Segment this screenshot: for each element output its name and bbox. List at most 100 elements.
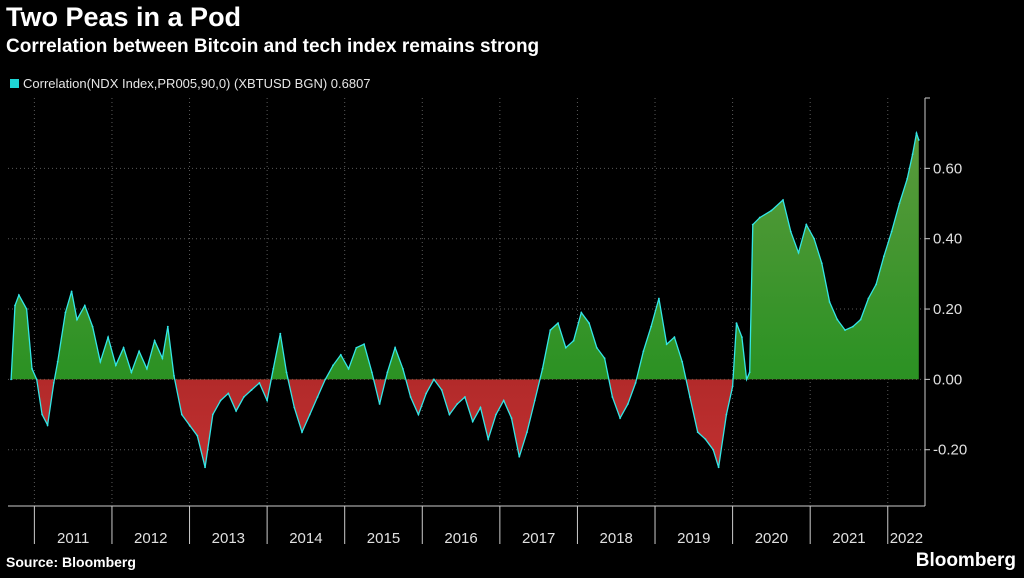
page-subtitle: Correlation between Bitcoin and tech ind… [6, 36, 540, 57]
data-point [433, 378, 435, 381]
data-point [867, 297, 870, 300]
data-point [401, 367, 404, 370]
data-point [717, 466, 720, 469]
data-point [180, 413, 183, 416]
data-point [557, 322, 559, 325]
y-tick-label: 0.60 [933, 160, 962, 177]
data-point [70, 290, 73, 293]
data-point [52, 381, 55, 384]
x-tick-label: 2011 [57, 530, 89, 547]
data-point [820, 262, 823, 265]
data-point [272, 367, 275, 370]
data-point [712, 448, 715, 451]
data-point [603, 357, 606, 360]
data-point [487, 438, 490, 441]
data-point [293, 406, 296, 409]
data-point [673, 336, 676, 339]
data-point [665, 343, 668, 346]
y-tick-label: 0.20 [933, 301, 962, 318]
data-point [378, 403, 381, 405]
data-point [145, 367, 148, 370]
y-tick-label: 0.00 [933, 371, 962, 388]
data-point [859, 318, 862, 321]
data-point [549, 329, 552, 332]
data-point [572, 339, 575, 342]
data-point [409, 396, 412, 398]
data-point [211, 413, 214, 416]
data-point [696, 431, 699, 434]
data-point [355, 346, 358, 349]
legend: Correlation(NDX Index,PR005,90,0) (XBTUS… [10, 76, 371, 91]
data-point [626, 403, 629, 405]
data-point [745, 378, 748, 381]
x-tick-label: 2019 [677, 530, 710, 547]
data-point [347, 367, 350, 370]
source-note: Source: Bloomberg [6, 554, 136, 570]
data-point [31, 367, 33, 370]
x-tick-label: 2012 [134, 530, 167, 547]
legend-swatch [10, 79, 19, 88]
data-point [196, 434, 199, 437]
data-point [541, 367, 544, 370]
y-tick-label: 0.40 [933, 231, 962, 248]
series-line [10, 130, 920, 468]
data-point [153, 339, 156, 342]
page-title: Two Peas in a Pod [6, 2, 242, 32]
data-point [681, 360, 684, 363]
data-point [689, 396, 691, 398]
data-point [394, 346, 397, 349]
data-point [911, 153, 914, 156]
data-point [741, 336, 743, 339]
data-point [890, 230, 893, 233]
data-point [46, 424, 49, 427]
data-point [805, 223, 808, 226]
data-point [235, 410, 237, 412]
data-point [188, 424, 191, 427]
data-point [588, 322, 590, 325]
data-point [448, 413, 451, 416]
data-point [595, 346, 598, 349]
data-point [10, 378, 13, 381]
data-point [301, 431, 303, 434]
data-point [836, 318, 839, 321]
data-point [279, 332, 282, 335]
negative-area [11, 379, 747, 468]
data-point [619, 417, 622, 419]
data-point [17, 294, 20, 296]
data-point [138, 350, 141, 353]
data-point [471, 420, 474, 423]
data-point [285, 371, 288, 374]
data-point [479, 406, 482, 409]
data-point [266, 399, 269, 402]
data-point [91, 325, 94, 328]
data-point [917, 139, 920, 141]
data-point [83, 304, 86, 307]
data-point [704, 438, 707, 441]
data-point [25, 308, 28, 310]
data-point [166, 325, 169, 328]
data-point [502, 399, 505, 402]
data-point [14, 304, 16, 307]
data-point [642, 350, 645, 353]
data-point [56, 360, 59, 363]
data-point [227, 392, 230, 395]
x-tick-label: 2016 [444, 530, 477, 547]
x-tick-label: 2013 [212, 530, 245, 547]
data-point [130, 371, 133, 374]
data-point [751, 223, 754, 226]
x-tick-label: 2017 [522, 530, 555, 547]
data-point [204, 466, 206, 469]
data-point [735, 322, 738, 325]
data-point [725, 413, 728, 416]
data-point [813, 237, 815, 240]
data-point [657, 297, 660, 300]
data-point [797, 251, 800, 254]
data-point [316, 396, 319, 398]
data-point [219, 399, 222, 402]
data-point [634, 381, 637, 384]
data-point [324, 378, 327, 381]
x-tick-label: 2018 [600, 530, 633, 547]
data-point [122, 346, 125, 349]
x-tick-label: 2015 [367, 530, 400, 547]
data-point [370, 371, 373, 374]
